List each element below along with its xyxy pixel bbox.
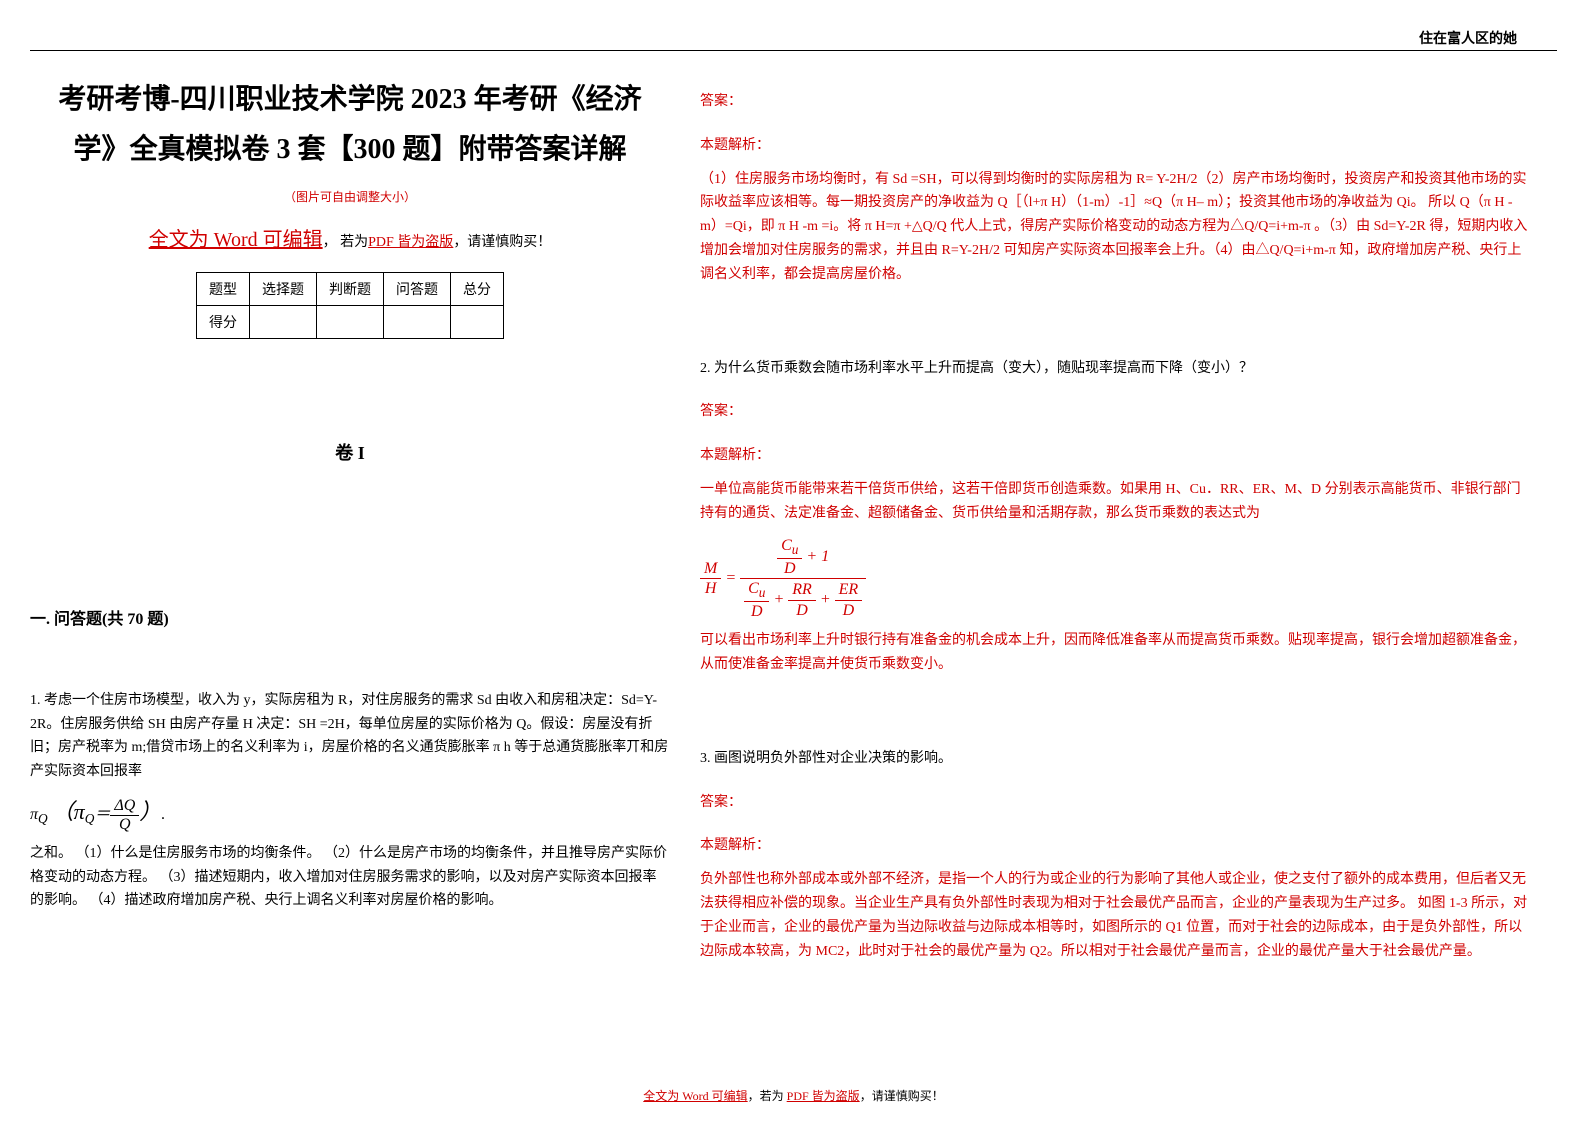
footer: 全文为 Word 可编辑，若为 PDF 皆为盗版，请谨慎购买！ — [0, 1087, 1587, 1104]
table-header-cell: 总分 — [451, 272, 504, 305]
formula-m: M — [700, 559, 721, 579]
pdf-pirate-text: PDF 皆为盗版 — [368, 235, 453, 250]
edit-note-sep: ， 若为 — [323, 235, 369, 250]
formula-equals: ＝ — [94, 806, 110, 823]
table-empty-cell — [451, 305, 504, 338]
analysis-3-label: 本题解析： — [700, 834, 1530, 858]
formula-open-paren: （π — [52, 799, 85, 824]
formula-fraction: ΔQQ — [110, 797, 139, 834]
answer-3-label: 答案： — [700, 791, 1530, 815]
analysis-3-text: 负外部性也称外部成本或外部不经济，是指一个人的行为或企业的行为影响了其他人或企业… — [700, 868, 1530, 963]
formula-close-paren: ） — [139, 799, 161, 824]
left-column: 考研考博-四川职业技术学院 2023 年考研《经济 学》全真模拟卷 3 套【30… — [30, 75, 670, 923]
formula-big-num: CuD + 1 — [740, 536, 866, 579]
analysis-1-text: （1）住房服务市场均衡时，有 Sd =SH，可以得到均衡时的实际房租为 R= Y… — [700, 168, 1530, 287]
formula-pi: π — [30, 806, 38, 823]
table-empty-cell — [317, 305, 384, 338]
title-line-2: 学》全真模拟卷 3 套【300 题】附带答案详解 — [73, 134, 626, 165]
header-right-text: 住在富人区的她 — [1419, 28, 1517, 48]
score-table: 题型 选择题 判断题 问答题 总分 得分 — [196, 272, 504, 339]
question-1-formula: πQ （πQ＝ΔQQ）. — [30, 794, 670, 834]
edit-note: 全文为 Word 可编辑， 若为PDF 皆为盗版，请谨慎购买！ — [30, 223, 670, 252]
analysis-2-text-2: 可以看出市场利率上升时银行持有准备金的机会成本上升，因而降低准备率从而提高货币乘… — [700, 629, 1530, 677]
question-1-text-2: 之和。 （1）什么是住房服务市场的均衡条件。 （2）什么是房产市场的均衡条件，并… — [30, 842, 670, 913]
answer-2-label: 答案： — [700, 400, 1530, 424]
table-header-cell: 问答题 — [384, 272, 451, 305]
header-divider — [30, 50, 1557, 51]
formula-mh: MH — [700, 559, 721, 598]
table-row-label: 得分 — [197, 305, 250, 338]
analysis-2-label: 本题解析： — [700, 444, 1530, 468]
footer-pdf-pirate: PDF 皆为盗版 — [787, 1089, 860, 1103]
table-header-cell: 题型 — [197, 272, 250, 305]
table-header-cell: 判断题 — [317, 272, 384, 305]
table-score-row: 得分 — [197, 305, 504, 338]
table-empty-cell — [384, 305, 451, 338]
question-2-text: 2. 为什么货币乘数会随市场利率水平上升而提高（变大），随贴现率提高而下降（变小… — [700, 357, 1530, 381]
image-resize-note: （图片可自由调整大小） — [30, 188, 670, 205]
table-header-cell: 选择题 — [250, 272, 317, 305]
footer-tail: ，请谨慎购买！ — [860, 1089, 944, 1103]
analysis-2-text-1: 一单位高能货币能带来若干倍货币供给，这若干倍即货币创造乘数。如果用 H、Cu．R… — [700, 478, 1530, 526]
section-heading: 一. 问答题(共 70 题) — [30, 605, 670, 629]
word-editable-text: 全文为 Word 可编辑 — [149, 229, 323, 251]
footer-word-editable: 全文为 Word 可编辑 — [643, 1089, 747, 1103]
question-3-text: 3. 画图说明负外部性对企业决策的影响。 — [700, 747, 1530, 771]
formula-eq: = — [725, 569, 740, 586]
volume-label: 卷 I — [30, 439, 670, 465]
right-column: 答案： 本题解析： （1）住房服务市场均衡时，有 Sd =SH，可以得到均衡时的… — [700, 90, 1530, 973]
question-2-formula: MH = CuD + 1 CuD + RRD + ERD — [700, 536, 1530, 622]
title-line-1: 考研考博-四川职业技术学院 2023 年考研《经济 — [58, 84, 641, 115]
question-1-text: 1. 考虑一个住房市场模型，收入为 y，实际房租为 R，对住房服务的需求 Sd … — [30, 689, 670, 784]
formula-sub-q2: Q — [85, 811, 95, 826]
edit-note-tail: ，请谨慎购买！ — [453, 235, 551, 250]
formula-h: H — [700, 579, 721, 598]
analysis-1-label: 本题解析： — [700, 134, 1530, 158]
table-empty-cell — [250, 305, 317, 338]
formula-denominator: Q — [110, 816, 139, 834]
formula-big-den: CuD + RRD + ERD — [740, 579, 866, 621]
formula-big-frac: CuD + 1 CuD + RRD + ERD — [740, 536, 866, 622]
formula-period: . — [161, 806, 165, 823]
footer-sep: ，若为 — [748, 1089, 787, 1103]
answer-1-label: 答案： — [700, 90, 1530, 114]
formula-sub-q: Q — [38, 811, 48, 826]
main-title: 考研考博-四川职业技术学院 2023 年考研《经济 学》全真模拟卷 3 套【30… — [30, 75, 670, 176]
formula-numerator: ΔQ — [110, 797, 139, 816]
table-header-row: 题型 选择题 判断题 问答题 总分 — [197, 272, 504, 305]
